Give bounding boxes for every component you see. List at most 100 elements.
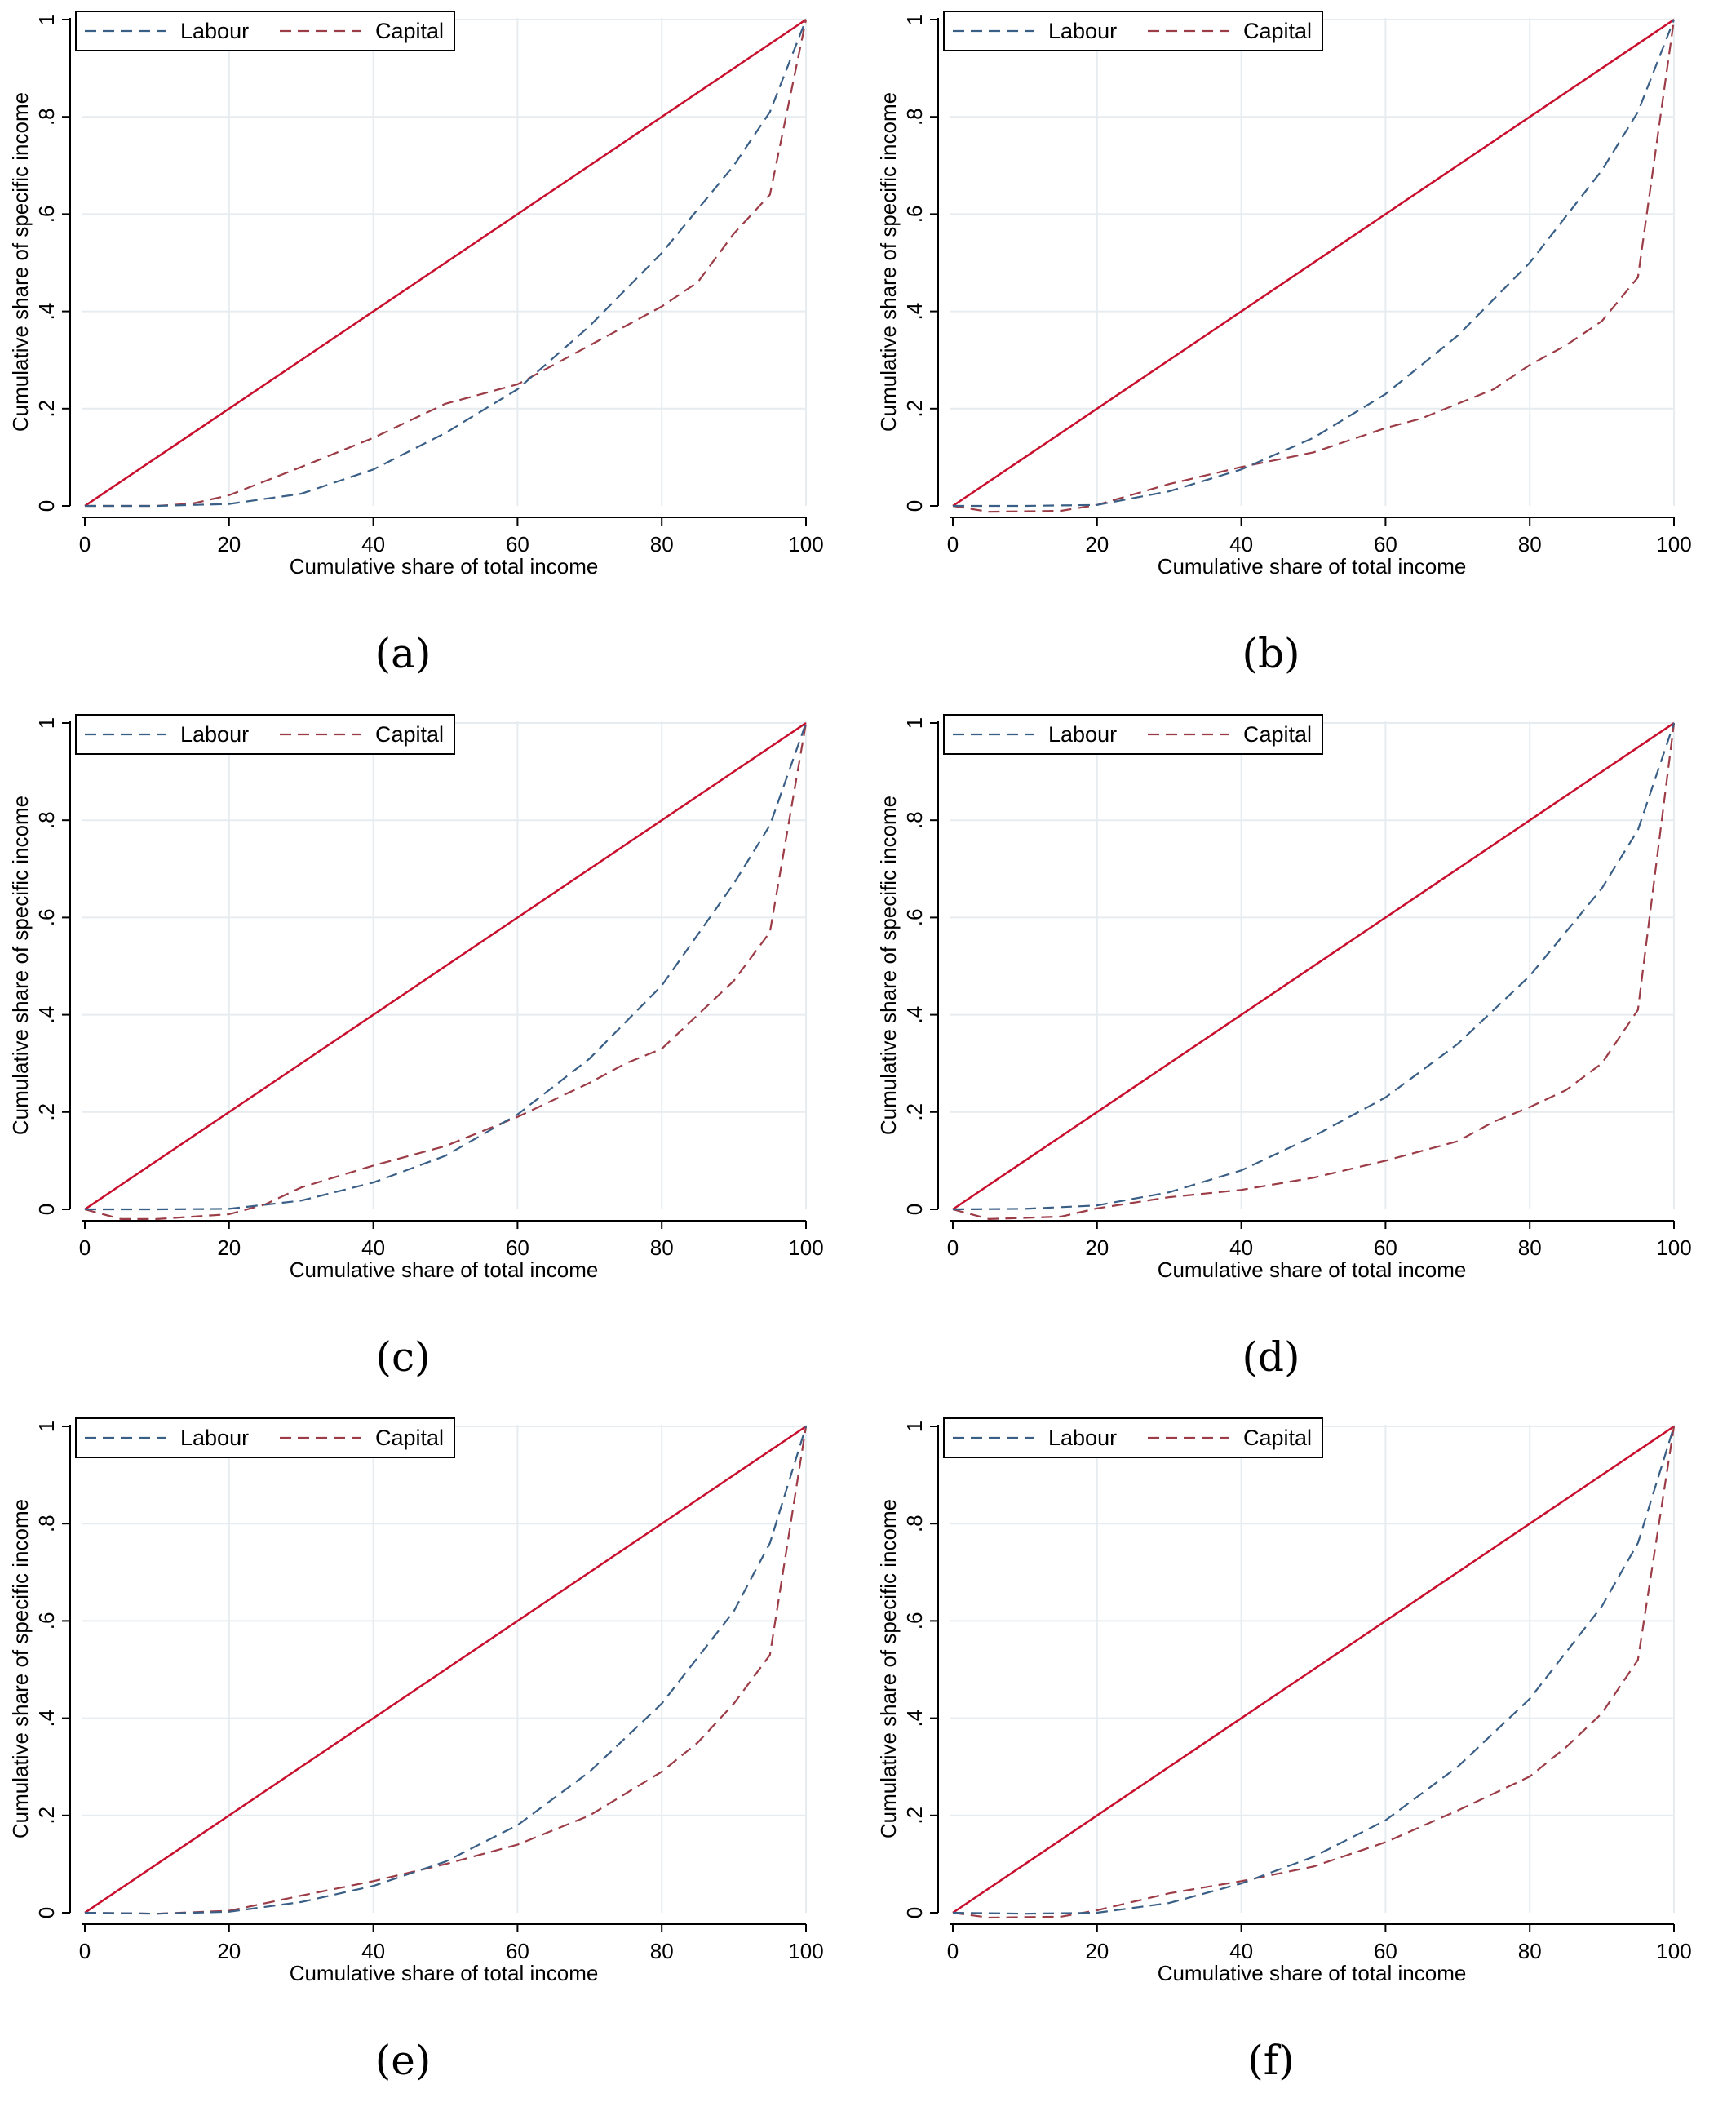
legend-label-capital: Capital bbox=[1243, 19, 1312, 43]
y-tick-label: .8 bbox=[34, 811, 59, 829]
y-tick-label: 1 bbox=[902, 717, 927, 729]
y-tick-label: .4 bbox=[902, 1710, 927, 1727]
grid bbox=[82, 18, 807, 506]
equality-line bbox=[84, 1425, 807, 1914]
x-axis-title: Cumulative share of total income bbox=[290, 554, 599, 579]
panel-caption: (e) bbox=[374, 2037, 432, 2084]
x-tick-label: 80 bbox=[650, 1939, 674, 1963]
chart-panel-6: 0 20 40 60 80 100 0 .2 .4 .6 .8 1 Cumulative share o… bbox=[868, 1407, 1736, 2110]
y-tick-label: .8 bbox=[902, 811, 927, 829]
legend-label-capital: Capital bbox=[375, 722, 444, 747]
chart-panel-4: 0 20 40 60 80 100 0 .2 .4 .6 .8 1 Cumulative share o… bbox=[868, 703, 1736, 1407]
equality-line bbox=[952, 721, 1675, 1211]
x-tick-label: 60 bbox=[1374, 1235, 1397, 1260]
x-tick-label: 20 bbox=[217, 1939, 241, 1963]
y-tick-label: .2 bbox=[34, 400, 59, 418]
x-tick-label: 60 bbox=[1374, 532, 1397, 557]
series-line-capital bbox=[952, 19, 1676, 513]
grid bbox=[82, 721, 807, 1209]
x-tick-label: 80 bbox=[650, 532, 674, 557]
x-tick-label: 0 bbox=[79, 1939, 91, 1963]
x-tick-label: 0 bbox=[79, 532, 91, 557]
y-tick-label: .4 bbox=[34, 1006, 59, 1024]
x-tick-label: 0 bbox=[79, 1235, 91, 1260]
y-tick-label: 1 bbox=[34, 1421, 59, 1432]
y-tick-label: .6 bbox=[902, 206, 927, 224]
y-axis-title: Cumulative share of specific income bbox=[876, 1499, 901, 1838]
x-tick-label: 0 bbox=[947, 532, 959, 557]
equality-line bbox=[952, 18, 1675, 508]
equality-line bbox=[84, 18, 807, 508]
x-axis-title: Cumulative share of total income bbox=[1158, 1961, 1467, 1985]
series-line-labour bbox=[84, 1426, 808, 1915]
series-line-capital bbox=[84, 1426, 808, 1915]
chart-panel-5: 0 20 40 60 80 100 0 .2 .4 .6 .8 1 Cumulative share o… bbox=[0, 1407, 868, 2110]
x-axis-title: Cumulative share of total income bbox=[290, 1257, 599, 1282]
x-tick-label: 100 bbox=[1656, 1235, 1691, 1260]
legend: Labour Capital bbox=[943, 11, 1323, 51]
y-tick-label: .6 bbox=[34, 206, 59, 224]
x-tick-label: 40 bbox=[1229, 1235, 1253, 1260]
equality-line bbox=[84, 721, 807, 1211]
x-tick-label: 80 bbox=[1518, 1939, 1542, 1963]
chart-svg: 0 20 40 60 80 100 0 .2 .4 .6 .8 1 Cumulative share o… bbox=[8, 1417, 824, 1985]
x-axis-title: Cumulative share of total income bbox=[1158, 1257, 1467, 1282]
series-line-capital bbox=[84, 722, 808, 1221]
x-tick-label: 20 bbox=[1085, 1235, 1109, 1260]
y-tick-label: .6 bbox=[34, 909, 59, 927]
legend-label-labour: Labour bbox=[180, 722, 249, 747]
x-tick-label: 20 bbox=[1085, 532, 1109, 557]
series-line-capital bbox=[85, 19, 808, 508]
x-tick-label: 20 bbox=[217, 1235, 241, 1260]
y-tick-label: 0 bbox=[902, 1907, 927, 1918]
y-tick-label: .4 bbox=[902, 303, 927, 321]
y-tick-label: .8 bbox=[902, 108, 927, 126]
chart-panel-2: 0 20 40 60 80 100 0 .2 .4 .6 .8 1 Cumulative share o… bbox=[868, 0, 1736, 703]
legend: Labour Capital bbox=[75, 714, 455, 755]
y-tick-label: .6 bbox=[902, 909, 927, 927]
series-line-capital bbox=[952, 1426, 1676, 1919]
legend: Labour Capital bbox=[75, 1417, 455, 1458]
x-tick-label: 40 bbox=[1229, 532, 1253, 557]
legend-label-labour: Labour bbox=[180, 19, 249, 43]
legend-label-capital: Capital bbox=[375, 19, 444, 43]
series-line-labour bbox=[952, 1426, 1676, 1915]
grid bbox=[950, 1425, 1675, 1913]
y-tick-label: 1 bbox=[34, 717, 59, 729]
y-axis-title: Cumulative share of specific income bbox=[8, 92, 33, 432]
y-tick-label: .8 bbox=[902, 1515, 927, 1532]
x-tick-label: 80 bbox=[650, 1235, 674, 1260]
series-line-labour bbox=[85, 19, 808, 508]
y-tick-label: .2 bbox=[34, 1807, 59, 1825]
y-tick-label: .8 bbox=[34, 1515, 59, 1532]
y-axis-title: Cumulative share of specific income bbox=[8, 796, 33, 1135]
x-tick-label: 0 bbox=[947, 1939, 959, 1963]
y-tick-label: 1 bbox=[902, 1421, 927, 1432]
legend-label-labour: Labour bbox=[1048, 722, 1117, 747]
panel-caption: (c) bbox=[375, 1333, 431, 1381]
x-tick-label: 40 bbox=[361, 1939, 385, 1963]
grid bbox=[82, 1425, 807, 1913]
legend: Labour Capital bbox=[943, 1417, 1323, 1458]
y-tick-label: .4 bbox=[902, 1006, 927, 1024]
x-tick-label: 60 bbox=[506, 1939, 529, 1963]
y-tick-label: 0 bbox=[34, 1907, 59, 1918]
legend-label-labour: Labour bbox=[180, 1426, 249, 1450]
x-tick-label: 100 bbox=[788, 1939, 823, 1963]
x-tick-label: 60 bbox=[506, 1235, 529, 1260]
x-tick-label: 60 bbox=[1374, 1939, 1397, 1963]
legend-label-capital: Capital bbox=[375, 1426, 444, 1450]
y-tick-label: .4 bbox=[34, 303, 59, 321]
chart-panel-1: 0 20 40 60 80 100 0 .2 .4 .6 .8 1 Cumulative share o… bbox=[0, 0, 868, 703]
y-axis-title: Cumulative share of specific income bbox=[876, 92, 901, 432]
legend-label-labour: Labour bbox=[1048, 19, 1117, 43]
y-tick-label: 0 bbox=[34, 500, 59, 512]
chart-svg: 0 20 40 60 80 100 0 .2 .4 .6 .8 1 Cumulative share o… bbox=[876, 714, 1692, 1282]
x-axis-title: Cumulative share of total income bbox=[290, 1961, 599, 1985]
x-tick-label: 100 bbox=[1656, 1939, 1691, 1963]
series-line-labour bbox=[952, 722, 1676, 1211]
chart-svg: 0 20 40 60 80 100 0 .2 .4 .6 .8 1 Cumulative share o… bbox=[876, 1417, 1692, 1985]
x-tick-label: 100 bbox=[1656, 532, 1691, 557]
panel-caption: (a) bbox=[374, 630, 432, 677]
series-line-labour bbox=[953, 19, 1676, 508]
